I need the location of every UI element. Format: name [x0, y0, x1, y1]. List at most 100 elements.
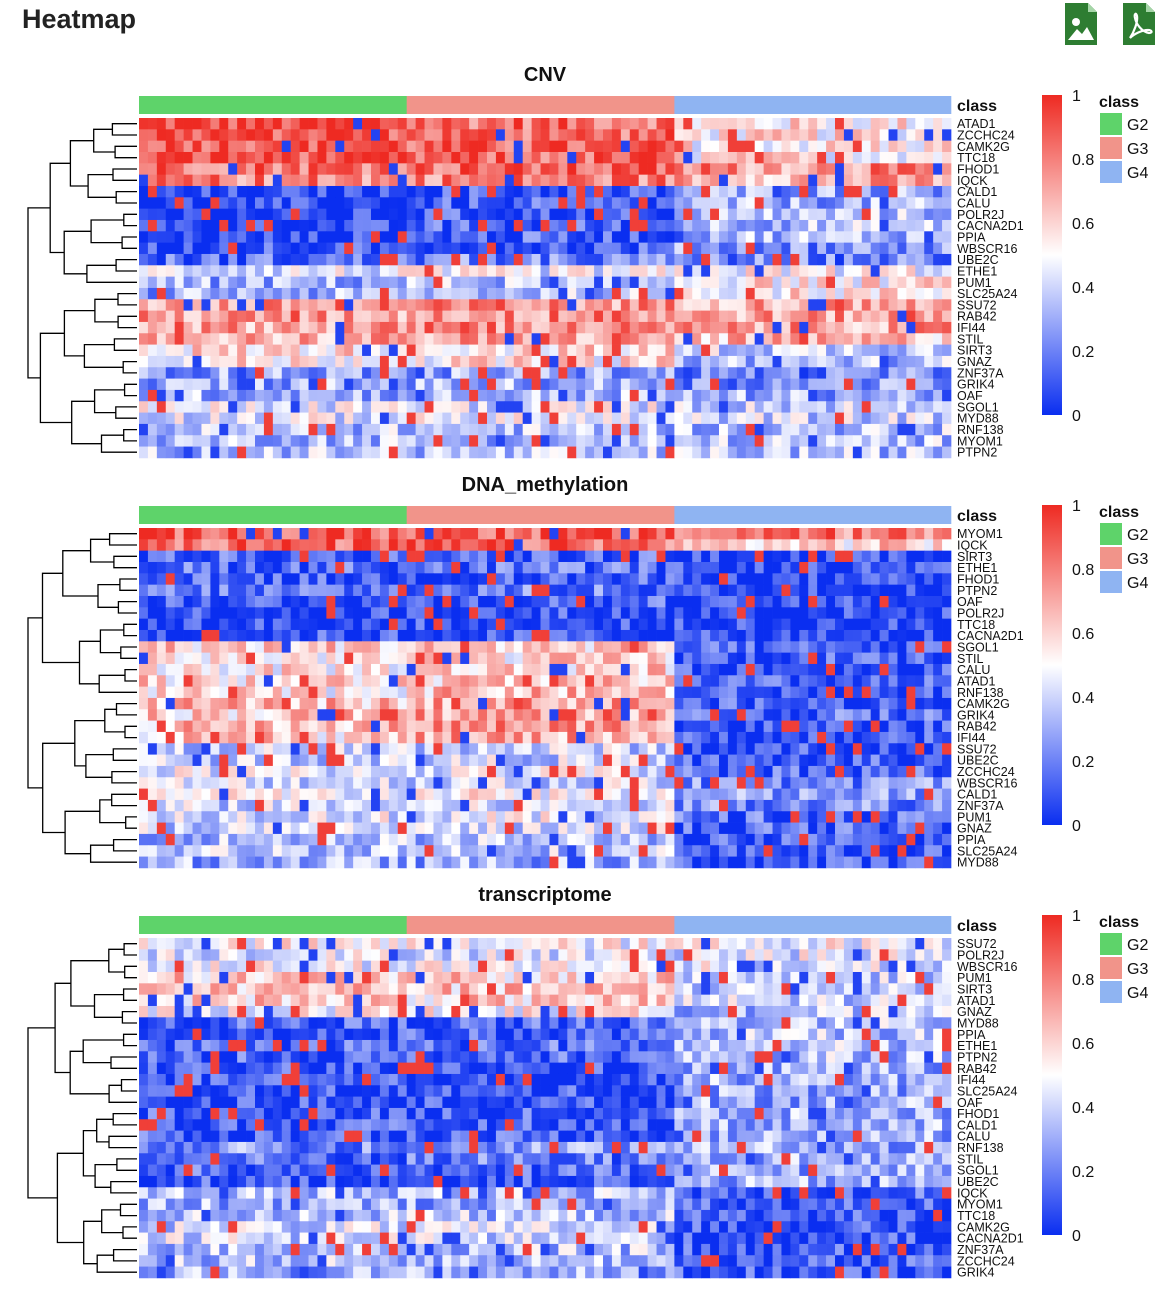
- download-png-button[interactable]: [1064, 2, 1098, 46]
- heatmap-cell: [665, 310, 675, 323]
- heatmap-cell: [772, 754, 782, 767]
- heatmap-cell: [638, 401, 648, 413]
- heatmap-cell: [183, 344, 193, 357]
- heatmap-cell: [656, 355, 666, 368]
- heatmap-cell: [424, 129, 434, 142]
- heatmap-cell: [335, 446, 345, 459]
- heatmap-cell: [719, 731, 729, 744]
- heatmap-cell: [362, 208, 372, 221]
- heatmap-cell: [674, 765, 684, 778]
- heatmap-cell: [567, 777, 577, 789]
- heatmap-cell: [603, 378, 613, 391]
- heatmap-cell: [701, 118, 711, 130]
- heatmap-cell: [228, 185, 238, 198]
- heatmap-cell: [362, 765, 372, 778]
- heatmap-cell: [201, 423, 211, 436]
- heatmap-cell: [835, 299, 845, 311]
- heatmap-cell: [870, 208, 880, 221]
- heatmap-cell: [371, 321, 381, 334]
- heatmap-cell: [487, 310, 497, 323]
- heatmap-cell: [665, 140, 675, 153]
- heatmap-cell: [870, 550, 880, 563]
- heatmap-cell: [611, 378, 622, 391]
- heatmap-cell: [335, 539, 345, 552]
- heatmap-cell: [620, 321, 631, 334]
- heatmap-cell: [754, 788, 764, 801]
- heatmap-cell: [228, 675, 238, 687]
- heatmap-cell: [371, 118, 381, 130]
- heatmap-cell: [219, 118, 229, 130]
- heatmap-cell: [549, 595, 559, 608]
- heatmap-cell: [656, 743, 666, 755]
- heatmap-cell: [237, 788, 247, 801]
- heatmap-cell: [897, 163, 907, 175]
- heatmap-cell: [540, 276, 550, 289]
- heatmap-cell: [228, 367, 238, 379]
- heatmap-cell: [620, 412, 631, 425]
- heatmap-cell: [576, 652, 586, 665]
- heatmap-cell: [451, 423, 461, 436]
- heatmap-cell: [674, 720, 684, 733]
- heatmap-cell: [308, 743, 318, 755]
- heatmap-cell: [879, 401, 889, 413]
- heatmap-cell: [487, 140, 497, 153]
- heatmap-cell: [710, 641, 720, 653]
- heatmap-cell: [897, 174, 907, 187]
- dendrogram-branch: [115, 190, 137, 204]
- heatmap-cell: [861, 697, 872, 710]
- download-pdf-button[interactable]: [1122, 2, 1156, 46]
- heatmap-cell: [790, 663, 800, 676]
- heatmap-cell: [487, 367, 497, 379]
- heatmap-cell: [888, 561, 898, 574]
- heatmap-cell: [478, 765, 488, 778]
- heatmap-cell: [611, 219, 622, 232]
- heatmap-cell: [478, 663, 488, 676]
- heatmap-cell: [835, 743, 845, 755]
- heatmap-cell: [513, 401, 524, 413]
- heatmap-cell: [415, 788, 425, 801]
- heatmap-cell: [558, 629, 568, 642]
- heatmap-cell: [487, 618, 497, 631]
- heatmap-cell: [549, 561, 559, 574]
- heatmap-cell: [299, 299, 309, 311]
- heatmap-cell: [603, 550, 613, 563]
- heatmap-cell: [576, 765, 586, 778]
- heatmap-cell: [522, 618, 532, 631]
- heatmap-cell: [246, 686, 256, 699]
- heatmap-cell: [781, 321, 791, 334]
- heatmap-cell: [852, 185, 863, 198]
- heatmap-cell: [371, 584, 381, 597]
- heatmap-cell: [567, 219, 577, 232]
- heatmap-cell: [371, 720, 381, 733]
- heatmap-cell: [888, 675, 898, 687]
- heatmap-cell: [415, 140, 425, 153]
- heatmap-cell: [344, 163, 354, 175]
- heatmap-cell: [603, 219, 613, 232]
- heatmap-cell: [870, 401, 880, 413]
- heatmap-cell: [272, 663, 283, 676]
- heatmap-cell: [817, 344, 827, 357]
- heatmap-cell: [487, 129, 497, 142]
- heatmap-cell: [549, 185, 559, 198]
- heatmap-cell: [870, 185, 880, 198]
- heatmap-cell: [540, 321, 550, 334]
- heatmap-cell: [531, 412, 541, 425]
- heatmap-cell: [451, 607, 461, 619]
- heatmap-cell: [326, 242, 336, 255]
- heatmap-cell: [344, 423, 354, 436]
- heatmap-cell: [237, 151, 247, 164]
- heatmap-cell: [183, 197, 193, 209]
- heatmap-cell: [826, 129, 836, 142]
- heatmap-cell: [826, 765, 836, 778]
- heatmap-cell: [906, 185, 916, 198]
- heatmap-cell: [504, 573, 515, 585]
- heatmap-cell: [210, 584, 220, 597]
- heatmap-cell: [388, 163, 399, 175]
- heatmap-cell: [843, 219, 854, 232]
- heatmap-cell: [933, 641, 943, 653]
- heatmap-cell: [255, 584, 265, 597]
- heatmap-cell: [308, 675, 318, 687]
- heatmap-cell: [772, 539, 782, 552]
- heatmap-cell: [326, 595, 336, 608]
- heatmap-cell: [531, 573, 541, 585]
